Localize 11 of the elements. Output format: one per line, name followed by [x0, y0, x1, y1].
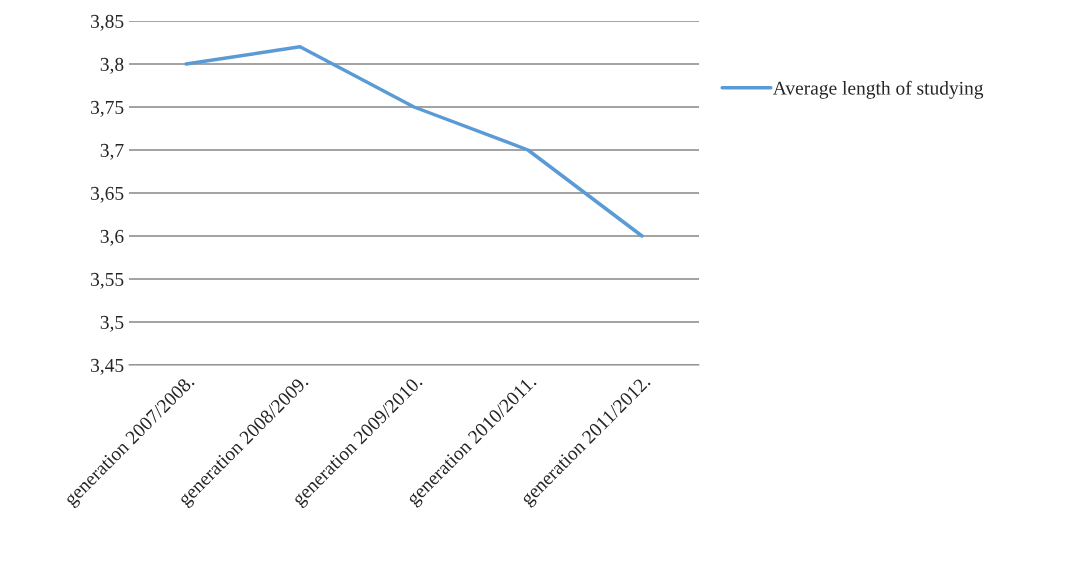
y-tick-label: 3,7: [100, 143, 124, 160]
y-tick-label: 3,5: [100, 315, 124, 332]
legend-label: Average length of studying: [772, 80, 984, 99]
y-tick-label: 3,85: [91, 14, 124, 31]
y-tick-label: 3,65: [91, 186, 124, 203]
y-tick-label: 3,75: [91, 100, 124, 117]
y-tick-label: 3,55: [91, 272, 124, 289]
y-tick-label: 3,45: [91, 358, 124, 375]
y-tick-label: 3,6: [100, 229, 124, 246]
y-tick-label: 3,8: [100, 57, 124, 74]
line-series: [184, 45, 644, 238]
